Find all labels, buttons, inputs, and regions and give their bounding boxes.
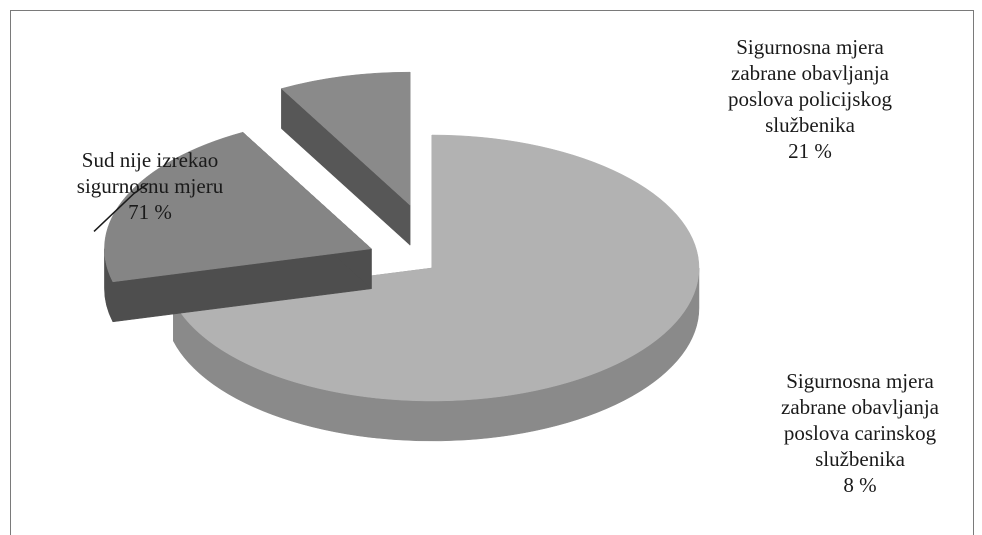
pie-slice-top — [173, 134, 700, 402]
slice-label-line: službenika — [765, 113, 855, 137]
slice-value-label: 8 % — [843, 473, 877, 497]
slice-label-line: zabrane obavljanja — [781, 395, 939, 419]
slice-label-line: službenika — [815, 447, 905, 471]
slice-label-police-officer: Sigurnosna mjera zabrane obavljanja posl… — [680, 34, 940, 164]
chart-border-top — [10, 10, 974, 11]
slice-label-no-measure: Sud nije izrekao sigurnosnu mjeru 71 % — [30, 147, 270, 225]
pie-slice-top — [280, 71, 411, 206]
leader-line — [93, 182, 149, 233]
slice-label-line: zabrane obavljanja — [731, 61, 889, 85]
slice-label-customs-officer: Sigurnosna mjera zabrane obavljanja posl… — [755, 368, 965, 498]
slice-label-line: Sigurnosna mjera — [786, 369, 934, 393]
slice-label-line: Sud nije izrekao — [81, 148, 219, 172]
pie-slice-1 — [104, 131, 373, 323]
slice-value-label: 21 % — [788, 139, 832, 163]
slice-label-line: Sigurnosna mjera — [736, 35, 884, 59]
chart-border-left — [10, 10, 11, 535]
pie-slice-top — [104, 131, 373, 283]
slice-label-line: poslova carinskog — [783, 421, 937, 445]
slice-label-line: poslova policijskog — [728, 87, 892, 111]
chart-border-right — [973, 10, 974, 535]
slice-value-label: 71 % — [128, 200, 172, 224]
pie-slice-2 — [280, 71, 411, 246]
slice-label-line: sigurnosnu mjeru — [76, 174, 224, 198]
